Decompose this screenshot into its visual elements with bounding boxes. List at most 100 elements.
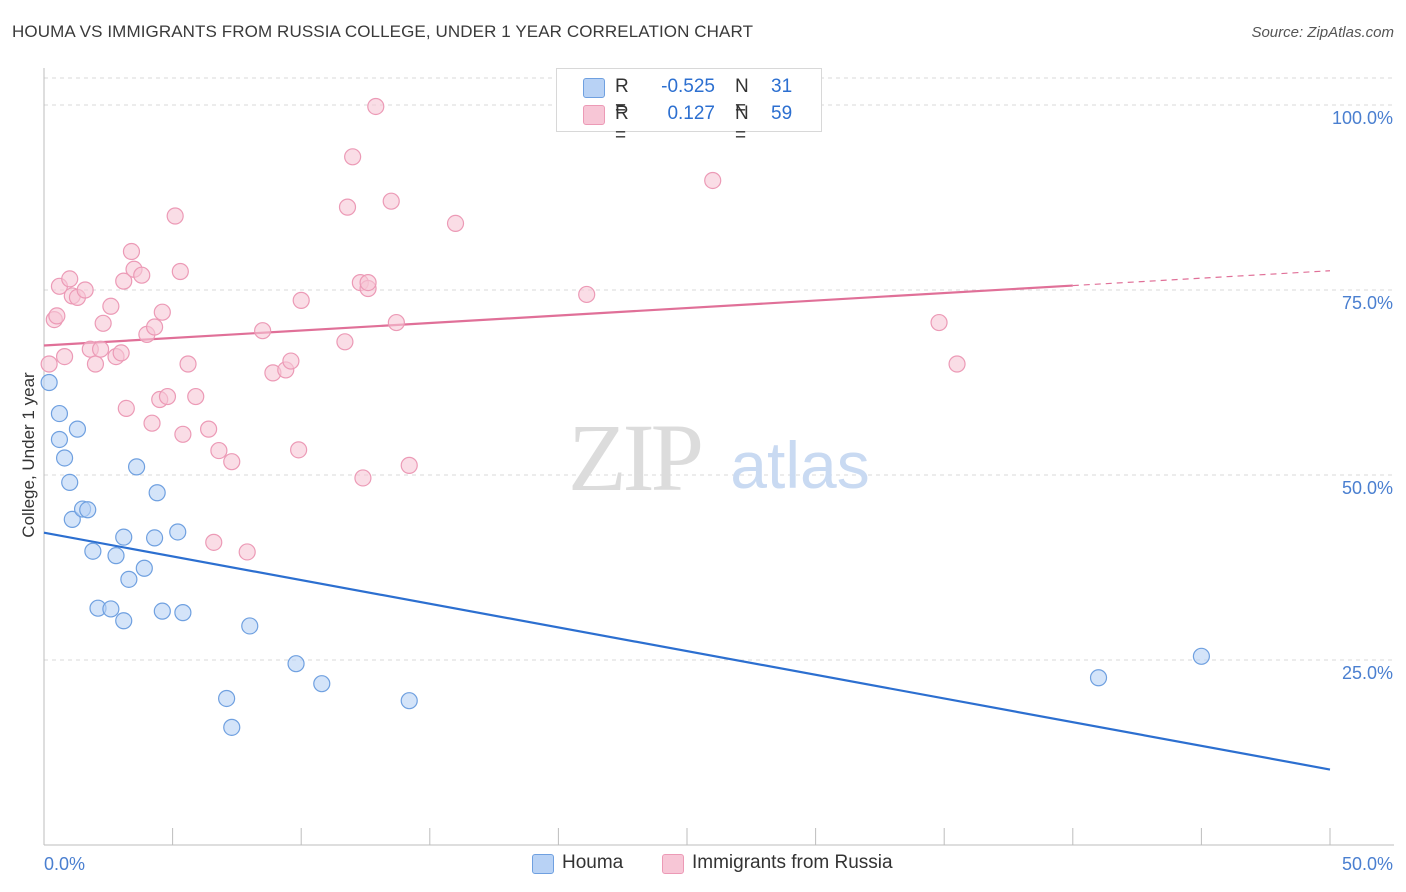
russia-point bbox=[133, 266, 151, 284]
legend-n-value: 31 bbox=[771, 76, 793, 97]
stats-legend: R = -0.525 N = 31 R = 0.127 N = 59 bbox=[556, 68, 822, 146]
russia-point bbox=[153, 303, 171, 321]
houma-point bbox=[107, 547, 125, 565]
points-layer bbox=[40, 97, 1211, 736]
houma-point bbox=[218, 689, 236, 708]
legend-n-label: N = bbox=[735, 103, 749, 146]
russia-point bbox=[117, 399, 135, 417]
russia-point bbox=[282, 352, 300, 370]
russia-point bbox=[446, 214, 465, 232]
russia-point bbox=[102, 297, 120, 315]
y-tick-label: 100.0% bbox=[1332, 108, 1393, 128]
russia-point bbox=[187, 387, 205, 406]
russia-point bbox=[704, 171, 722, 190]
houma-point bbox=[1089, 669, 1108, 687]
houma-point bbox=[169, 523, 187, 541]
russia-point bbox=[122, 242, 141, 261]
houma-point bbox=[174, 604, 192, 622]
houma-point bbox=[153, 602, 171, 620]
russia-point bbox=[354, 469, 372, 487]
houma-point bbox=[40, 373, 58, 392]
russia-point bbox=[292, 291, 310, 309]
russia-point bbox=[171, 262, 189, 281]
russia-point bbox=[238, 543, 256, 561]
y-tick-label: 25.0% bbox=[1342, 663, 1393, 683]
russia-point bbox=[338, 198, 357, 216]
legend-r-value: -0.525 bbox=[661, 76, 715, 97]
russia-legend-swatch bbox=[662, 854, 684, 874]
houma-point bbox=[84, 542, 102, 560]
watermark: ZIP atlas bbox=[568, 404, 870, 511]
russia-point bbox=[382, 192, 400, 210]
russia-point bbox=[930, 313, 948, 332]
houma-point bbox=[241, 617, 259, 635]
legend-r-value: 0.127 bbox=[667, 103, 715, 124]
houma-point bbox=[313, 675, 331, 693]
houma-legend-swatch bbox=[532, 854, 554, 874]
russia-point bbox=[387, 313, 405, 332]
russia-point bbox=[91, 340, 110, 358]
legend-r-label: R = bbox=[615, 76, 629, 119]
houma-point bbox=[55, 449, 74, 467]
houma-point bbox=[1192, 647, 1211, 665]
houma-point bbox=[287, 655, 305, 673]
russia-point bbox=[359, 274, 377, 292]
houma-point bbox=[120, 570, 138, 588]
houma-point bbox=[223, 718, 241, 736]
russia-point bbox=[200, 420, 218, 438]
legend-n-label: N = bbox=[735, 76, 749, 119]
russia-point bbox=[94, 314, 112, 332]
houma-point bbox=[148, 484, 166, 502]
houma-point bbox=[145, 529, 164, 547]
houma-point bbox=[61, 473, 79, 491]
trend-layer bbox=[43, 270, 1331, 771]
axes-layer: 25.0% 50.0% 75.0% 100.0% 0.0% 50.0% bbox=[43, 68, 1394, 874]
russia-point bbox=[254, 322, 272, 340]
russia-point bbox=[344, 148, 362, 166]
russia-point bbox=[145, 318, 164, 336]
russia-point bbox=[205, 533, 223, 551]
houma-trendline bbox=[43, 531, 1331, 771]
chart-title: HOUMA VS IMMIGRANTS FROM RUSSIA COLLEGE,… bbox=[12, 22, 754, 41]
russia-point bbox=[115, 272, 133, 290]
houma-point bbox=[115, 528, 133, 546]
russia-point bbox=[48, 307, 66, 325]
russia-point bbox=[400, 456, 418, 474]
series-legend: Houma Immigrants from Russia bbox=[0, 851, 1406, 879]
houma-point bbox=[102, 600, 120, 618]
russia-point bbox=[55, 348, 74, 366]
legend-n-value: 59 bbox=[771, 103, 793, 124]
houma-point bbox=[68, 420, 87, 438]
russia-point bbox=[112, 344, 130, 362]
houma-legend-label: Houma bbox=[562, 852, 624, 873]
russia-point bbox=[367, 97, 385, 116]
russia-trendline-extension bbox=[1072, 270, 1331, 287]
russia-point bbox=[40, 355, 58, 373]
russia-point bbox=[158, 387, 177, 406]
russia-swatch bbox=[583, 105, 605, 125]
russia-trendline bbox=[43, 284, 1073, 347]
russia-point bbox=[336, 333, 354, 351]
y-axis-label: College, Under 1 year bbox=[19, 372, 38, 538]
chart-source: Source: ZipAtlas.com bbox=[1251, 24, 1394, 41]
houma-point bbox=[127, 458, 146, 476]
russia-legend-label: Immigrants from Russia bbox=[692, 852, 893, 873]
watermark-zip: ZIP bbox=[568, 404, 701, 511]
russia-point bbox=[223, 453, 241, 471]
houma-point bbox=[50, 430, 69, 449]
russia-point bbox=[210, 441, 228, 460]
russia-point bbox=[290, 441, 308, 459]
russia-point bbox=[166, 207, 184, 225]
y-tick-label: 75.0% bbox=[1342, 293, 1393, 313]
russia-point bbox=[86, 355, 105, 373]
houma-point bbox=[115, 612, 133, 630]
russia-point bbox=[61, 270, 79, 288]
houma-point bbox=[50, 404, 69, 423]
houma-point bbox=[79, 501, 97, 519]
russia-point bbox=[578, 285, 596, 304]
houma-swatch bbox=[583, 78, 605, 98]
x-tick-label: 0.0% bbox=[44, 854, 85, 874]
x-tick-label: 50.0% bbox=[1342, 854, 1393, 874]
houma-point bbox=[135, 559, 153, 577]
russia-point bbox=[76, 281, 94, 299]
